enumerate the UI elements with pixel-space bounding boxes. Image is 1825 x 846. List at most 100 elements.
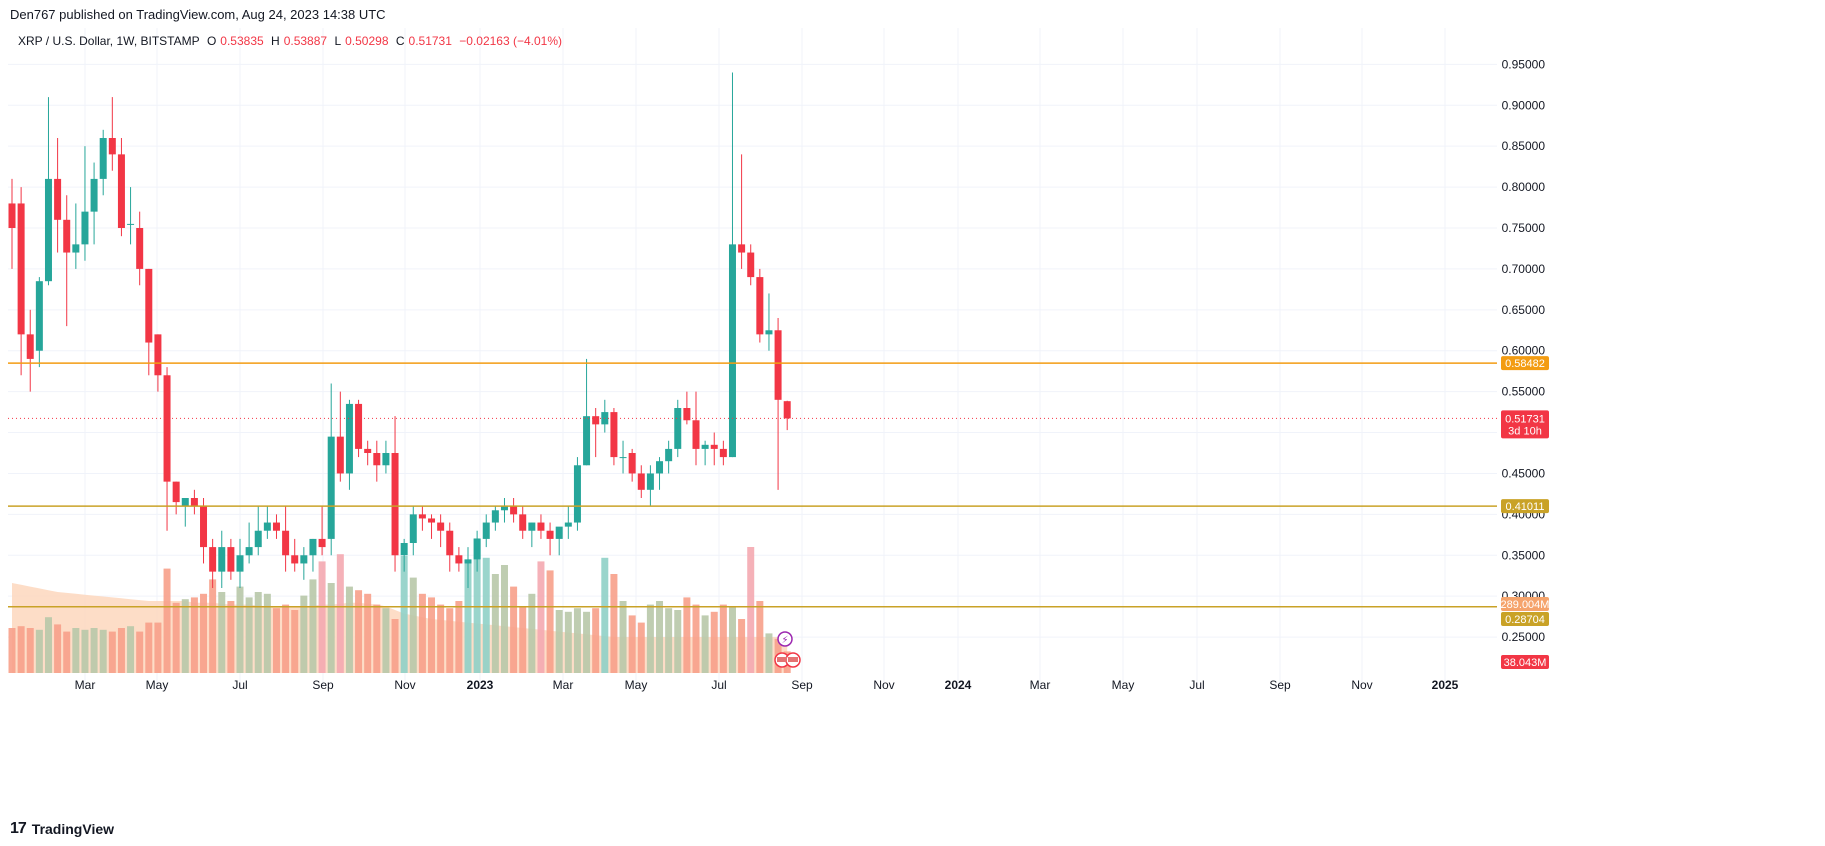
legend-close-label: C	[395, 34, 405, 48]
x-tick-label: May	[146, 678, 169, 692]
level-tag-text: 0.58482	[1505, 358, 1545, 370]
volume-bar	[674, 610, 682, 673]
volume-bar	[418, 593, 426, 673]
candle-body	[701, 444, 709, 449]
candle-body	[8, 203, 16, 228]
volume-bar	[63, 631, 71, 673]
level-tag-text: 0.41011	[1506, 501, 1545, 513]
grid	[8, 28, 1497, 688]
candle-body	[464, 559, 472, 564]
x-tick-label: Sep	[312, 678, 334, 692]
volume-bar	[117, 628, 125, 673]
volume-bar	[482, 557, 490, 673]
volume-bar	[99, 629, 107, 673]
candle-body	[345, 403, 353, 474]
x-tick-label: Mar	[1030, 678, 1051, 692]
candle-body	[765, 330, 773, 335]
volume-bar	[719, 604, 727, 673]
volume-bar	[127, 626, 135, 673]
volume-bar	[710, 611, 718, 673]
candle-body	[254, 530, 262, 548]
volume-bar	[309, 579, 317, 673]
candle-body	[537, 522, 545, 531]
volume-bar	[519, 606, 527, 673]
candle-body	[628, 453, 636, 474]
volume-bar	[154, 622, 162, 673]
y-tick-label: 0.25000	[1502, 630, 1546, 644]
candle-body	[491, 510, 499, 523]
legend-open-label: O	[206, 34, 217, 48]
volume-bar	[300, 595, 308, 673]
legend-symbol: XRP / U.S. Dollar, 1W, BITSTAMP	[18, 34, 200, 48]
y-tick-label: 0.60000	[1502, 344, 1546, 358]
level-tag-bg	[1501, 612, 1549, 626]
candle-body	[17, 203, 25, 335]
level-tag: 0.41011	[1501, 499, 1549, 514]
x-tick-label: Sep	[791, 678, 813, 692]
candle-body	[90, 178, 98, 212]
volume-bar	[190, 597, 198, 673]
volume-bar	[163, 568, 171, 673]
candle-body	[738, 244, 746, 253]
candle-body	[473, 538, 481, 560]
footer-brand[interactable]: 17 TradingView	[10, 820, 114, 838]
last-price-countdown: 3d 10h	[1508, 425, 1542, 437]
volume-bar	[546, 570, 554, 673]
volume-bar	[555, 610, 563, 673]
volume-bar	[108, 631, 116, 673]
candle-body	[519, 514, 527, 531]
flag-stripe	[788, 657, 798, 662]
candle-body	[683, 408, 691, 421]
x-tick-label: 2023	[467, 678, 494, 692]
candle-body	[774, 330, 782, 400]
level-tag: 0.58482	[1501, 356, 1549, 371]
level-tag-bg	[1501, 499, 1549, 514]
volume-bar	[136, 631, 144, 673]
chart-area[interactable]: 0.250000.300000.350000.400000.450000.500…	[0, 28, 1825, 818]
price-chart[interactable]: 0.250000.300000.350000.400000.450000.500…	[0, 28, 1825, 818]
volume-value-tag: 38.043M	[1501, 655, 1549, 669]
legend-close: 0.51731	[408, 34, 452, 48]
volume-bar	[473, 538, 481, 673]
candle-body	[619, 457, 627, 459]
volume-bar	[592, 608, 600, 673]
volume-bar	[747, 547, 755, 673]
candle-body	[719, 448, 727, 458]
candle-body	[500, 506, 508, 511]
candle-body	[272, 522, 280, 531]
candles	[8, 72, 791, 588]
volume-bar	[72, 628, 80, 673]
volume-bar	[619, 601, 627, 673]
y-tick-label: 0.95000	[1502, 57, 1546, 71]
volume-bar	[446, 608, 454, 673]
brand-name: TradingView	[31, 821, 115, 837]
volume-bar	[17, 626, 25, 673]
candle-body	[665, 448, 673, 462]
x-axis: Mar May Jul Sep Nov 2023 Mar May Jul Sep Nov 2024 Ma…	[75, 678, 1459, 692]
candle-body	[44, 178, 52, 282]
volume-bar	[437, 604, 445, 673]
volume-bar	[455, 601, 463, 673]
candle-body	[391, 453, 399, 556]
volume-bar	[218, 592, 226, 673]
volume-bar	[44, 617, 52, 673]
y-tick-label: 0.90000	[1502, 98, 1546, 112]
candle-body	[400, 543, 408, 556]
y-tick-label: 0.70000	[1502, 262, 1546, 276]
x-tick-label: Jul	[1189, 678, 1204, 692]
volume-bar	[373, 604, 381, 673]
legend: XRP / U.S. Dollar, 1W, BITSTAMP O 0.53835…	[18, 34, 566, 48]
volume-bar	[272, 608, 280, 673]
candle-body	[291, 555, 299, 564]
volume-bar	[628, 615, 636, 673]
candle-body	[510, 506, 518, 515]
x-tick-label: Jul	[711, 678, 726, 692]
candle-body	[409, 514, 417, 543]
candle-body	[674, 408, 682, 449]
candle-body	[318, 538, 326, 548]
volume-bar	[263, 593, 271, 673]
volume-bar	[382, 608, 390, 673]
y-tick-label: 0.80000	[1502, 180, 1546, 194]
candle-body	[218, 547, 226, 572]
volume-bar	[282, 604, 290, 673]
